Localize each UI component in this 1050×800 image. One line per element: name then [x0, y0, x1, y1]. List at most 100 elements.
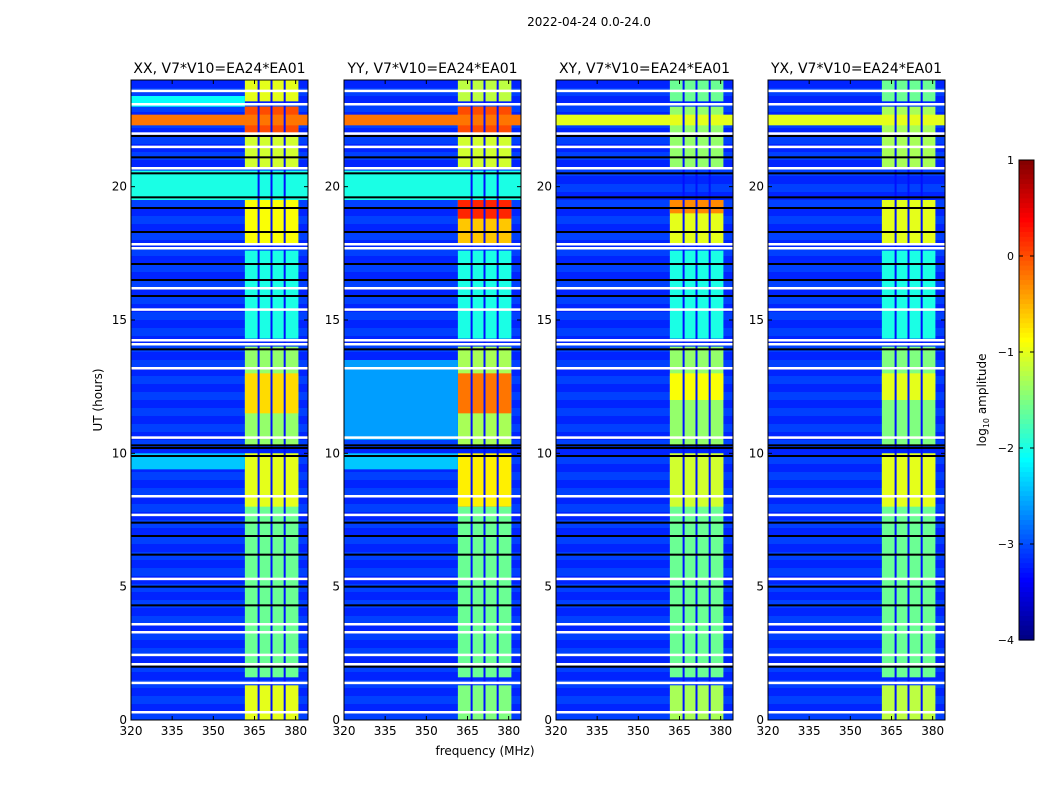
- dark-row: [344, 665, 521, 668]
- heatmap-noise-row: [768, 264, 945, 272]
- heatmap-noise-row: [768, 280, 945, 288]
- flagged-row: [768, 343, 945, 346]
- heatmap-noise-row: [768, 584, 945, 592]
- heatmap-noise-row: [556, 488, 733, 496]
- flagged-row: [768, 681, 945, 685]
- axes-frame: [343, 79, 522, 721]
- heatmap-noise-row: [556, 696, 733, 704]
- flagged-row: [768, 495, 945, 498]
- heatmap-noise-row: [131, 600, 308, 608]
- panel-title: XX, V7*V10=EA24*EA01: [133, 61, 305, 77]
- colorbar-swatch: [1019, 371, 1034, 377]
- heatmap-noise-row: [131, 408, 308, 416]
- heatmap-cell: [768, 114, 945, 126]
- dark-row: [131, 604, 308, 607]
- heatmap-noise-row: [344, 264, 521, 272]
- colorbar-swatch: [1019, 270, 1034, 276]
- flagged-row: [344, 623, 521, 626]
- colorbar-swatch: [1019, 515, 1034, 521]
- colorbar-swatch: [1019, 203, 1034, 209]
- x-axis-label: frequency (MHz): [435, 744, 534, 758]
- heatmap-noise-row: [768, 376, 945, 384]
- colorbar-swatch: [1019, 481, 1034, 487]
- y-tick-label: 0: [544, 713, 552, 727]
- colorbar-swatch: [1019, 260, 1034, 267]
- figure-title: 2022-04-24 0.0-24.0: [527, 15, 651, 29]
- colorbar-swatch: [1019, 222, 1034, 228]
- flagged-row: [556, 243, 733, 246]
- colorbar-swatch: [1019, 376, 1034, 382]
- flagged-row: [344, 495, 521, 498]
- heatmap-noise-row: [131, 568, 308, 576]
- colorbar-swatch: [1019, 323, 1034, 329]
- heatmap-noise-row: [768, 248, 945, 256]
- panel-title: YY, V7*V10=EA24*EA01: [346, 61, 517, 77]
- dark-row: [131, 348, 308, 351]
- colorbar-tick-label: 1: [1007, 154, 1014, 167]
- heatmap-noise-row: [768, 712, 945, 720]
- colorbar-swatch: [1019, 179, 1034, 185]
- heatmap-cell: [131, 453, 245, 470]
- colorbar-swatch: [1019, 227, 1034, 233]
- flagged-row: [768, 145, 945, 149]
- flagged-row: [556, 653, 733, 657]
- flagged-row: [768, 132, 945, 135]
- flagged-row: [768, 436, 945, 439]
- y-tick-label: 0: [756, 713, 764, 727]
- dark-row: [556, 604, 733, 607]
- heatmap-noise-row: [344, 552, 521, 560]
- heatmap-noise-row: [344, 104, 521, 112]
- heatmap-noise-row: [131, 392, 308, 400]
- heatmap-noise-row: [768, 520, 945, 528]
- heatmap-noise-row: [131, 664, 308, 672]
- colorbar-swatch: [1019, 356, 1034, 363]
- colorbar-swatch: [1019, 256, 1034, 262]
- dark-row: [768, 196, 945, 199]
- colorbar-swatch: [1019, 563, 1034, 569]
- heatmap-noise-row: [131, 200, 308, 208]
- colorbar-swatch: [1019, 294, 1034, 300]
- heatmap-noise-row: [344, 216, 521, 224]
- colorbar-swatch: [1019, 486, 1034, 492]
- colorbar-swatch: [1019, 472, 1034, 478]
- heatmap-noise-row: [556, 200, 733, 208]
- flagged-row: [131, 711, 308, 714]
- dark-row: [131, 665, 308, 668]
- y-tick-label: 0: [332, 713, 340, 727]
- dark-row: [768, 207, 945, 209]
- colorbar-tick-label: −2: [998, 442, 1014, 455]
- heatmap-noise-row: [556, 520, 733, 528]
- channel-gap: [920, 80, 923, 720]
- heatmap-noise-row: [768, 488, 945, 496]
- dark-row: [556, 535, 733, 537]
- channel-gap: [470, 80, 473, 720]
- heatmap-noise-row: [344, 584, 521, 592]
- heatmap-noise-row: [556, 184, 733, 192]
- dark-row: [768, 553, 945, 556]
- dark-row: [768, 455, 945, 457]
- dark-row: [768, 172, 945, 175]
- heatmap-noise-row: [344, 600, 521, 608]
- flagged-row: [344, 243, 521, 246]
- flagged-row: [344, 577, 521, 581]
- flagged-row: [344, 631, 521, 634]
- flagged-row: [344, 339, 521, 342]
- colorbar-swatch: [1019, 251, 1034, 257]
- x-tick-label: 335: [374, 724, 397, 738]
- heatmap-noise-row: [344, 632, 521, 640]
- heatmap-noise-row: [131, 264, 308, 272]
- colorbar-swatch: [1019, 520, 1034, 526]
- colorbar-swatch: [1019, 438, 1034, 444]
- dark-row: [556, 444, 733, 447]
- flagged-row: [556, 681, 733, 685]
- dark-row: [344, 196, 521, 199]
- heatmap-noise-row: [556, 408, 733, 416]
- dark-row: [556, 348, 733, 351]
- heatmap-noise-row: [131, 312, 308, 320]
- colorbar-swatch: [1019, 361, 1034, 367]
- colorbar-swatch: [1019, 395, 1034, 401]
- flagged-row: [556, 513, 733, 517]
- colorbar-swatch: [1019, 236, 1034, 243]
- flagged-row: [131, 287, 308, 290]
- flagged-row: [131, 495, 308, 498]
